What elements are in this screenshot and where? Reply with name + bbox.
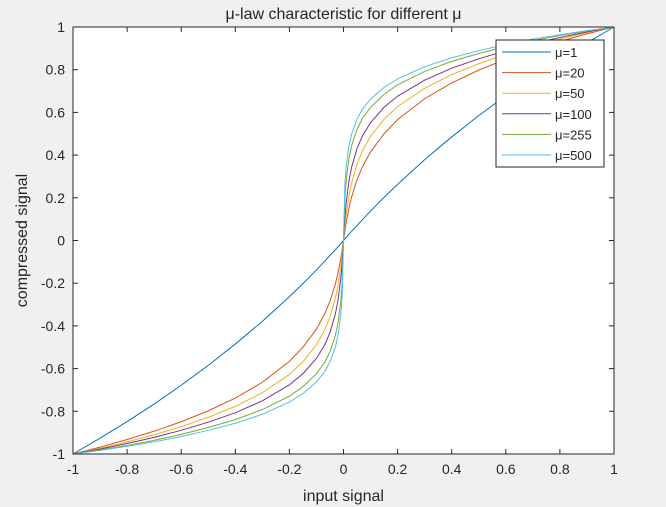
axis-ticks: -1 -0.8 -0.6 -0.4 -0.2 0 0.2 0.4 0.6 0.8 1 -1 -0.8 -0… (41, 19, 618, 477)
chart-title: μ-law characteristic for different μ (226, 6, 462, 23)
y-tick-label: -0.8 (41, 403, 65, 419)
y-tick-label: -0.6 (41, 361, 65, 377)
series-line-5 (72, 26, 615, 455)
x-axis-label: input signal (303, 488, 384, 505)
y-tick-label: -1 (53, 446, 66, 462)
legend-label: μ=100 (555, 107, 592, 122)
y-tick-label: 0 (57, 233, 65, 249)
y-tick-label: 0.8 (46, 62, 66, 78)
legend-label: μ=50 (555, 86, 585, 101)
y-tick-label: 0.6 (46, 104, 66, 120)
y-tick-label: 0.4 (46, 147, 66, 163)
x-tick-label: -0.4 (223, 461, 247, 477)
series-lines (72, 26, 615, 455)
x-tick-label: -0.8 (115, 461, 139, 477)
plot-frame (72, 26, 615, 455)
legend: μ=1 μ=20 μ=50 μ=100 μ=255 μ=500 (495, 39, 605, 168)
x-tick-label: -0.2 (277, 461, 301, 477)
y-tick-label: 1 (57, 19, 65, 35)
legend-label: μ=255 (555, 127, 592, 142)
x-tick-label: 0.2 (388, 461, 408, 477)
x-tick-label: 0 (340, 461, 348, 477)
legend-label: μ=1 (555, 45, 577, 60)
x-tick-label: 0.4 (442, 461, 462, 477)
x-tick-label: 0.6 (496, 461, 516, 477)
legend-label: μ=20 (555, 66, 585, 81)
y-axis-label: compressed signal (14, 174, 31, 307)
y-tick-label: -0.4 (41, 318, 65, 334)
legend-label: μ=500 (555, 148, 592, 163)
x-tick-label: 1 (610, 461, 618, 477)
x-tick-label: 0.8 (550, 461, 570, 477)
legend-box (495, 39, 605, 168)
x-tick-label: -0.6 (169, 461, 193, 477)
y-tick-label: -0.2 (41, 275, 65, 291)
x-tick-label: -1 (67, 461, 80, 477)
y-tick-label: 0.2 (46, 190, 66, 206)
